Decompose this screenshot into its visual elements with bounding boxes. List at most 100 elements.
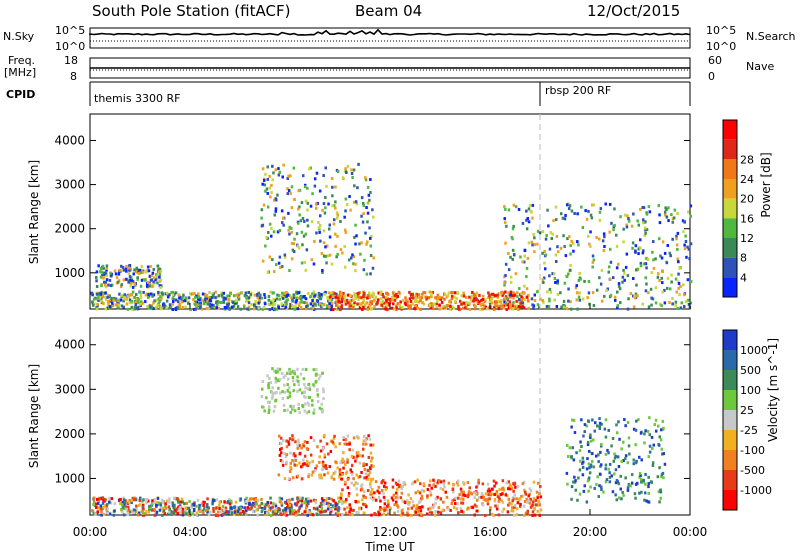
echo-cell [637, 223, 641, 227]
echo-cell [160, 498, 164, 502]
echo-cell [429, 479, 432, 483]
echo-cell [266, 177, 269, 181]
echo-cell [554, 281, 557, 284]
echo-cell [512, 253, 516, 257]
echo-cell [538, 503, 541, 507]
echo-cell [132, 272, 135, 276]
echo-cell [145, 501, 148, 505]
echo-cell [669, 254, 672, 258]
echo-cell [518, 300, 521, 304]
echo-cell [367, 434, 370, 438]
echo-cell [490, 301, 494, 305]
echo-cell [651, 461, 655, 465]
echo-cell [609, 293, 613, 297]
echo-cell [403, 501, 407, 505]
echo-cell [124, 499, 127, 503]
echo-cell [379, 499, 382, 503]
echo-cell [264, 503, 268, 507]
echo-cell [110, 296, 113, 300]
echo-cell [264, 302, 267, 306]
echo-cell [479, 303, 483, 307]
echo-cell [624, 265, 628, 269]
echo-cell [325, 184, 328, 188]
echo-cell [468, 486, 471, 490]
echo-cell [677, 280, 680, 284]
echo-cell [598, 218, 602, 222]
echo-cell [136, 268, 140, 272]
velocity-y-tick-label: 4000 [54, 338, 85, 352]
echo-cell [356, 186, 359, 190]
echo-cell [645, 282, 648, 286]
echo-cell [247, 502, 251, 505]
echo-cell [305, 447, 309, 451]
echo-cell [648, 433, 651, 437]
echo-cell [419, 482, 422, 486]
echo-cell [591, 459, 594, 463]
echo-cell [123, 297, 126, 301]
echo-cell [151, 501, 154, 505]
echo-cell [251, 503, 255, 507]
echo-cell [644, 491, 647, 495]
echo-cell [102, 498, 105, 502]
echo-cell [509, 291, 512, 295]
echo-cell [641, 206, 644, 209]
echo-cell [301, 405, 305, 409]
echo-cell [578, 492, 582, 496]
echo-cell [384, 307, 387, 311]
echo-cell [647, 485, 650, 489]
echo-cell [344, 471, 348, 475]
echo-cell [612, 228, 615, 232]
echo-cell [116, 280, 120, 284]
echo-cell [122, 278, 126, 282]
echo-cell [358, 506, 361, 510]
echo-cell [267, 384, 270, 388]
echo-cell [399, 496, 403, 500]
echo-cell [305, 503, 309, 507]
echo-cell [349, 508, 352, 512]
echo-cell [335, 255, 338, 259]
echo-cell [344, 197, 348, 201]
echo-cell [676, 257, 679, 261]
echo-cell [250, 291, 253, 295]
echo-cell [616, 431, 619, 435]
echo-cell [370, 464, 373, 468]
echo-cell [102, 276, 105, 280]
echo-cell [298, 444, 301, 448]
echo-cell [286, 383, 289, 387]
echo-cell [294, 458, 297, 462]
echo-cell [139, 293, 143, 297]
echo-cell [270, 390, 274, 394]
echo-cell [379, 506, 382, 509]
echo-cell [586, 443, 590, 447]
echo-cell [600, 299, 604, 303]
echo-cell [646, 429, 650, 433]
echo-cell [606, 448, 609, 452]
echo-cell [136, 306, 139, 310]
echo-cell [164, 506, 168, 510]
echo-cell [390, 296, 394, 299]
echo-cell [312, 408, 316, 412]
echo-cell [298, 213, 301, 217]
echo-cell [565, 471, 569, 475]
echo-cell [415, 299, 418, 303]
echo-cell [126, 307, 130, 311]
echo-cell [563, 217, 567, 221]
echo-cell [242, 509, 245, 513]
echo-cell [170, 291, 173, 294]
echo-cell [369, 451, 373, 455]
echo-cell [674, 300, 678, 304]
echo-cell [148, 274, 152, 278]
echo-cell [276, 293, 279, 297]
colorbar-tick-label: 500 [740, 364, 761, 377]
echo-cell [305, 463, 308, 467]
echo-cell [181, 500, 184, 504]
echo-cell [98, 497, 101, 501]
echo-cell [341, 473, 344, 477]
echo-cell [271, 303, 275, 307]
echo-cell [438, 479, 441, 483]
echo-cell [256, 293, 259, 296]
echo-cell [515, 513, 519, 517]
echo-cell [203, 297, 207, 301]
echo-cell [333, 218, 336, 222]
echo-cell [392, 291, 395, 295]
